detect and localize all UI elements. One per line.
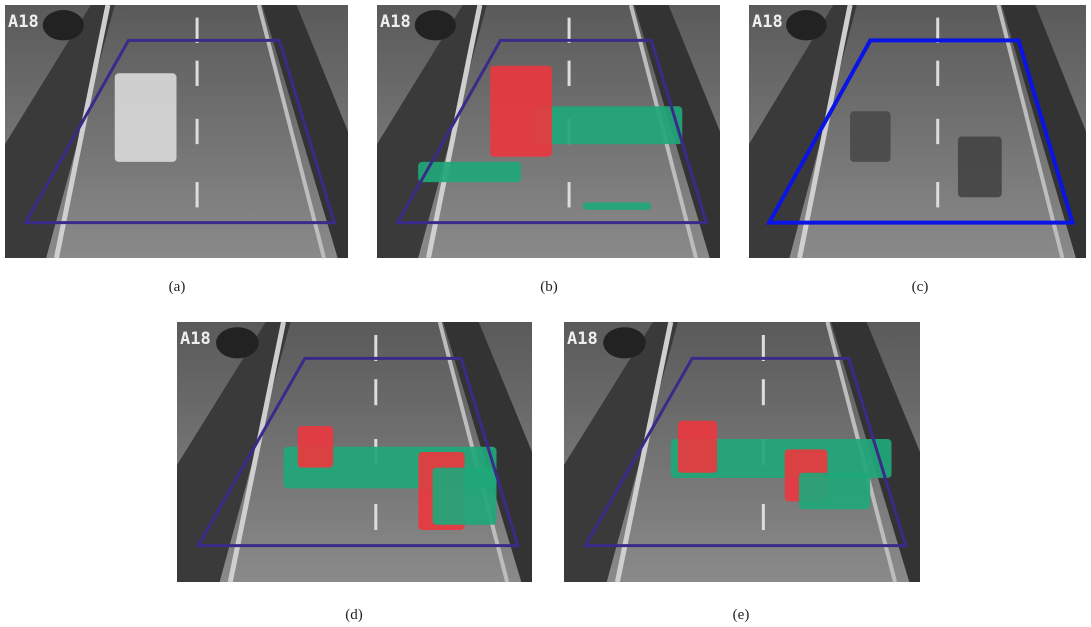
overlay-text: A18 [8, 12, 39, 32]
region [582, 202, 652, 210]
panel: A18 [749, 4, 1086, 259]
roi-box [23, 38, 337, 225]
sign-shadow [42, 10, 84, 41]
overlay-text: A18 [567, 329, 598, 349]
overlay-text: A18 [752, 12, 783, 32]
roi-box [582, 356, 908, 548]
lane-edge [227, 321, 286, 583]
sign-shadow [216, 327, 259, 359]
panel: A18 [377, 4, 720, 259]
panel: A18 [5, 4, 348, 259]
lane-edge [256, 4, 326, 259]
region [418, 161, 522, 183]
region [670, 439, 892, 478]
roi-box [765, 38, 1076, 225]
sign-shadow [414, 10, 456, 41]
region [114, 73, 177, 162]
lane-edge [614, 321, 674, 583]
region [534, 106, 683, 145]
lane-edge [996, 4, 1065, 259]
roi-box [395, 38, 709, 225]
region [957, 136, 1002, 198]
overlay-text: A18 [180, 329, 211, 349]
lane-edge [54, 4, 111, 259]
roi-box [195, 356, 520, 548]
overlay-text: A18 [380, 12, 411, 32]
panel: A18 [177, 321, 532, 583]
road-shoulder [177, 322, 291, 582]
caption: (a) [169, 279, 186, 295]
road-shoulder [749, 5, 857, 258]
caption: (d) [345, 607, 363, 623]
caption: (b) [540, 279, 558, 295]
lane-edge [426, 4, 483, 259]
region [432, 467, 497, 525]
caption: (e) [733, 607, 750, 623]
road-shoulder [377, 5, 487, 258]
caption: (c) [912, 279, 929, 295]
sign-shadow [786, 10, 827, 41]
region [490, 65, 552, 157]
lane-edge [797, 4, 853, 259]
road-shoulder [564, 322, 678, 582]
region [850, 111, 891, 162]
sign-shadow [603, 327, 646, 359]
region [798, 472, 871, 510]
region [677, 420, 718, 473]
region [297, 426, 334, 468]
road-shoulder [5, 5, 115, 258]
panel: A18 [564, 321, 920, 583]
